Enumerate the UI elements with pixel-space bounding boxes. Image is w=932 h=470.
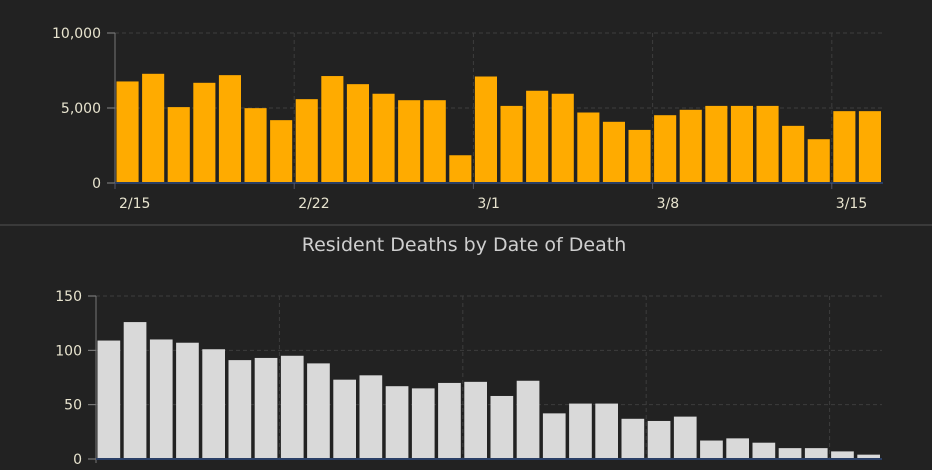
bar bbox=[464, 381, 487, 459]
bar bbox=[474, 76, 497, 183]
bar bbox=[490, 395, 514, 459]
bar bbox=[569, 403, 592, 459]
x-tick-label: 2/22 bbox=[298, 196, 329, 212]
bar bbox=[551, 93, 574, 183]
bar bbox=[411, 388, 435, 459]
bar bbox=[831, 451, 854, 459]
bar bbox=[778, 448, 802, 459]
bar bbox=[577, 112, 600, 183]
bar bbox=[167, 107, 190, 183]
bar bbox=[679, 109, 702, 183]
bar bbox=[321, 76, 344, 183]
bar bbox=[673, 416, 697, 459]
bar bbox=[756, 105, 779, 183]
bar bbox=[176, 342, 199, 459]
bar bbox=[804, 448, 828, 459]
bar bbox=[595, 403, 618, 459]
bar bbox=[438, 382, 461, 459]
y-tick-label: 10,000 bbox=[52, 26, 101, 42]
y-tick-label: 50 bbox=[64, 398, 82, 414]
bar bbox=[372, 93, 395, 183]
bar bbox=[705, 105, 728, 183]
bar bbox=[858, 111, 881, 183]
x-tick-label: 3/8 bbox=[657, 196, 680, 212]
bar bbox=[123, 322, 147, 459]
x-tick-label: 3/15 bbox=[836, 196, 867, 212]
bar bbox=[333, 379, 356, 459]
bar bbox=[500, 105, 523, 183]
y-tick-label: 5,000 bbox=[61, 101, 101, 117]
bar bbox=[193, 82, 216, 183]
chart-title: Resident Deaths by Date of Death bbox=[302, 234, 627, 256]
bar bbox=[730, 105, 753, 183]
bar bbox=[280, 355, 304, 459]
y-tick-label: 0 bbox=[92, 176, 101, 192]
bar bbox=[295, 99, 318, 183]
x-tick-label: 2/15 bbox=[119, 196, 150, 212]
bar bbox=[621, 418, 645, 459]
bar bbox=[398, 100, 421, 183]
bar bbox=[752, 442, 776, 459]
bar bbox=[526, 90, 549, 183]
bar bbox=[449, 155, 472, 183]
bar bbox=[782, 125, 805, 183]
bar bbox=[254, 357, 278, 459]
bar bbox=[385, 386, 409, 459]
bar bbox=[807, 139, 830, 183]
y-tick-label: 100 bbox=[55, 343, 82, 359]
bar bbox=[244, 108, 267, 183]
deaths-chart: 0 50 100 150 bbox=[55, 289, 882, 468]
bar bbox=[647, 420, 671, 459]
bar bbox=[218, 75, 241, 183]
bar bbox=[202, 349, 225, 459]
bar bbox=[228, 360, 252, 459]
y-tick-label: 150 bbox=[55, 289, 82, 305]
bar bbox=[602, 121, 625, 183]
bar bbox=[833, 111, 856, 183]
bar bbox=[542, 413, 566, 459]
bar bbox=[359, 375, 383, 459]
bar bbox=[270, 120, 293, 183]
bar bbox=[423, 100, 446, 183]
bar bbox=[142, 73, 165, 183]
bar bbox=[149, 339, 173, 459]
bar bbox=[628, 129, 651, 183]
bar bbox=[116, 81, 139, 183]
y-tick-label: 0 bbox=[73, 452, 82, 468]
bar bbox=[307, 363, 330, 459]
bar bbox=[700, 440, 723, 459]
bar bbox=[654, 115, 677, 183]
bar bbox=[726, 438, 749, 459]
x-tick-label: 3/1 bbox=[477, 196, 500, 212]
cases-chart: 0 5,000 10,000 2/15 2/22 3/1 3/8 3/15 bbox=[52, 26, 883, 212]
bar bbox=[97, 340, 121, 459]
bar bbox=[516, 380, 540, 459]
bar bbox=[857, 454, 880, 459]
bar bbox=[346, 84, 369, 183]
